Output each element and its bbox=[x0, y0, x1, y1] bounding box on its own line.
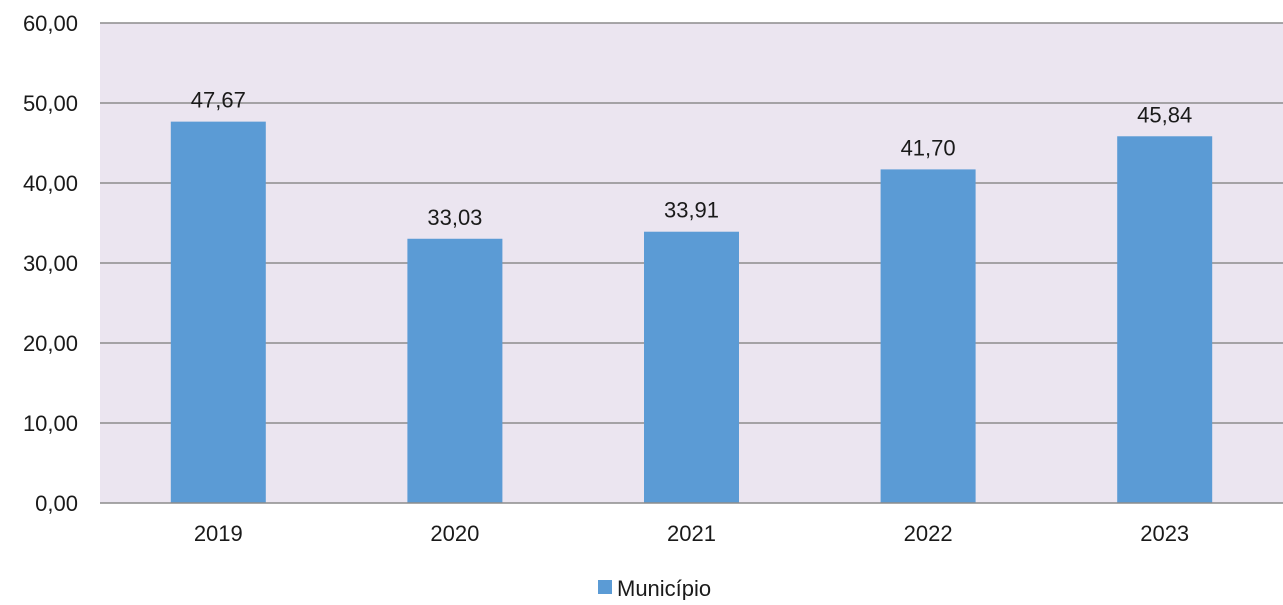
data-label-2023: 45,84 bbox=[1137, 102, 1192, 127]
y-tick-label: 50,00 bbox=[23, 91, 78, 116]
y-tick-label: 40,00 bbox=[23, 171, 78, 196]
data-labels: 47,67 33,03 33,91 41,70 45,84 bbox=[191, 88, 1192, 230]
y-axis-tick-labels: 0,00 10,00 20,00 30,00 40,00 50,00 60,00 bbox=[23, 11, 78, 516]
bar-2022 bbox=[880, 169, 976, 503]
bar-2019 bbox=[170, 121, 266, 503]
data-label-2021: 33,91 bbox=[664, 198, 719, 223]
legend-swatch bbox=[598, 580, 612, 594]
y-tick-label: 20,00 bbox=[23, 331, 78, 356]
x-tick-label-2023: 2023 bbox=[1140, 521, 1189, 546]
y-tick-label: 30,00 bbox=[23, 251, 78, 276]
legend: Município bbox=[598, 576, 711, 601]
data-label-2020: 33,03 bbox=[427, 205, 482, 230]
legend-label: Município bbox=[617, 576, 711, 600]
x-tick-label-2020: 2020 bbox=[430, 521, 479, 546]
data-label-2022: 41,70 bbox=[901, 135, 956, 160]
data-label-2019: 47,67 bbox=[191, 88, 246, 113]
x-tick-label-2021: 2021 bbox=[667, 521, 716, 546]
bar-2020 bbox=[407, 238, 503, 503]
bar-2023 bbox=[1117, 136, 1213, 503]
bar-2021 bbox=[644, 231, 739, 503]
x-tick-label-2019: 2019 bbox=[194, 521, 243, 546]
y-tick-label: 60,00 bbox=[23, 11, 78, 36]
y-tick-label: 0,00 bbox=[35, 491, 78, 516]
x-tick-label-2022: 2022 bbox=[904, 521, 953, 546]
y-tick-label: 10,00 bbox=[23, 411, 78, 436]
x-axis-tick-labels: 2019 2020 2021 2022 2023 bbox=[194, 521, 1189, 546]
bars bbox=[170, 121, 1213, 503]
